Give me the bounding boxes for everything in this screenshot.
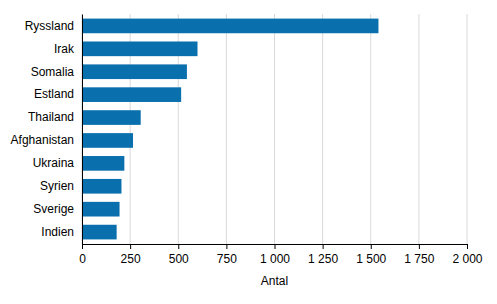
x-tick-label: 1 750 — [404, 252, 434, 266]
x-tick: 500 — [169, 244, 189, 266]
y-tick: Indien — [41, 225, 82, 239]
x-tick-label: 1 250 — [308, 252, 338, 266]
x-tick: 1 500 — [356, 244, 386, 266]
bar — [82, 133, 133, 148]
x-tick: 2 000 — [452, 244, 482, 266]
bars — [82, 19, 378, 240]
y-tick-label: Thailand — [28, 110, 74, 124]
x-axis: 0 250 500 750 1 000 1 250 1 500 1 750 2 000 — [79, 244, 483, 266]
x-axis-title: Antal — [261, 274, 288, 288]
y-tick-label: Sverige — [33, 202, 74, 216]
grid-line — [322, 14, 323, 244]
grid-line — [418, 14, 419, 244]
x-tick: 0 — [79, 244, 86, 266]
bar — [82, 87, 181, 102]
chart: 0 250 500 750 1 000 1 250 1 500 1 750 2 000 Ryssl… — [0, 0, 497, 304]
x-tick-label: 1 000 — [260, 252, 290, 266]
y-tick-label: Irak — [54, 42, 75, 56]
y-tick: Somalia — [31, 65, 82, 79]
bar — [82, 225, 117, 240]
grid-line — [82, 14, 83, 244]
y-axis-line — [82, 15, 83, 245]
y-tick: Ryssland — [25, 19, 82, 33]
grid-line — [274, 14, 275, 244]
y-tick: Ukraina — [33, 156, 82, 170]
grid-line — [370, 14, 371, 244]
x-tick: 1 000 — [260, 244, 290, 266]
x-tick-label: 750 — [217, 252, 237, 266]
y-tick: Sverige — [33, 202, 82, 216]
x-tick-mark — [323, 244, 324, 249]
y-tick: Irak — [54, 42, 82, 56]
x-tick-mark — [130, 244, 131, 249]
x-axis-line — [83, 245, 468, 250]
y-tick-label: Syrien — [40, 179, 74, 193]
x-tick: 750 — [217, 244, 237, 266]
x-tick-label: 1 500 — [356, 252, 386, 266]
x-tick-label: 0 — [79, 252, 86, 266]
y-axis: Ryssland Irak Somalia Estland Thailand Afghan… — [11, 15, 83, 245]
bar — [82, 64, 187, 79]
y-tick-label: Indien — [41, 225, 74, 239]
x-tick-mark — [178, 244, 179, 249]
x-tick: 1 750 — [404, 244, 434, 266]
plot: 0 250 500 750 1 000 1 250 1 500 1 750 2 000 Ryssl… — [11, 14, 483, 266]
grid-line — [467, 14, 468, 244]
y-tick: Syrien — [40, 179, 82, 193]
x-tick-label: 500 — [169, 252, 189, 266]
x-tick-mark — [467, 244, 468, 249]
bar — [82, 19, 378, 34]
y-tick-label: Ukraina — [33, 156, 75, 170]
x-tick-label: 2 000 — [452, 252, 482, 266]
x-tick-mark — [275, 244, 276, 249]
grid-line — [226, 14, 227, 244]
y-tick-label: Ryssland — [25, 19, 74, 33]
x-tick-mark — [226, 244, 227, 249]
x-tick-mark — [419, 244, 420, 249]
y-tick: Afghanistan — [11, 133, 82, 147]
bar — [82, 179, 121, 194]
bar — [82, 110, 141, 125]
y-tick-label: Somalia — [31, 65, 75, 79]
bar — [82, 156, 124, 171]
bar — [82, 202, 120, 217]
x-tick: 1 250 — [308, 244, 338, 266]
y-tick-label: Estland — [34, 87, 74, 101]
y-tick: Thailand — [28, 110, 82, 124]
x-tick-label: 250 — [121, 252, 141, 266]
grid — [82, 14, 467, 244]
bar — [82, 41, 198, 56]
x-tick: 250 — [121, 244, 141, 266]
x-tick-mark — [82, 244, 83, 249]
y-tick: Estland — [34, 87, 82, 101]
y-tick-label: Afghanistan — [11, 133, 74, 147]
x-tick-mark — [371, 244, 372, 249]
